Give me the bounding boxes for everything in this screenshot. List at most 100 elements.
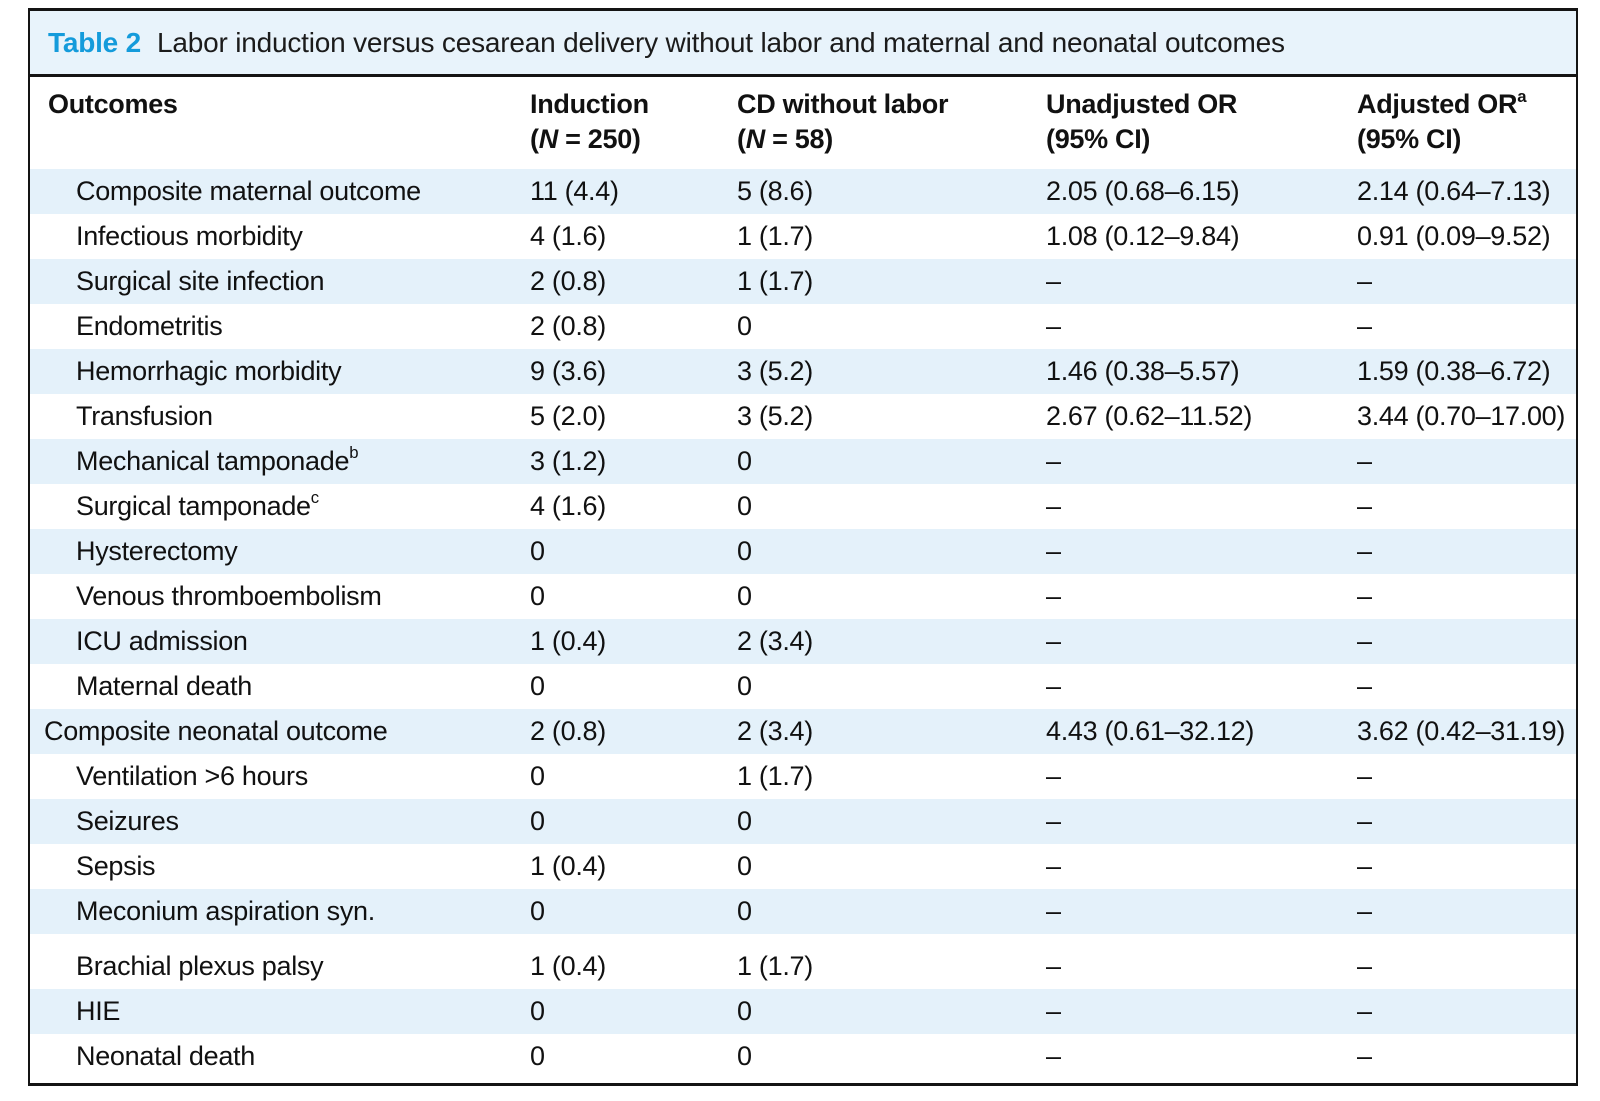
cell-induction: 0 [530, 806, 545, 836]
cell-outcome: Composite neonatal outcome [44, 716, 388, 746]
cell-induction: 0 [530, 536, 545, 566]
cell-unadjusted-or: – [1046, 446, 1061, 476]
cell-outcome: Meconium aspiration syn. [76, 896, 375, 926]
table-row: Composite maternal outcome 11 (4.4) 5 (8.6… [30, 169, 1576, 214]
cell-outcome: Venous thromboembolism [76, 581, 382, 611]
cell-unadjusted-or: 1.08 (0.12–9.84) [1046, 221, 1240, 251]
cell-unadjusted-or: – [1046, 851, 1061, 881]
cell-adjusted-or: – [1357, 626, 1372, 656]
cell-induction: 0 [530, 1041, 545, 1071]
table-row: Maternal death 0 0 – – [30, 664, 1576, 709]
table-row: Surgical site infection 2 (0.8) 1 (1.7) – – [30, 259, 1576, 304]
column-header: CD without labor (N = 58) [737, 89, 949, 154]
cell-unadjusted-or: – [1046, 536, 1061, 566]
table-row: Venous thromboembolism 0 0 – – [30, 574, 1576, 619]
cell-adjusted-or: – [1357, 851, 1372, 881]
cell-adjusted-or: 1.59 (0.38–6.72) [1357, 356, 1551, 386]
cell-outcome: Transfusion [76, 401, 213, 431]
cell-cd-without-labor: 0 [737, 996, 752, 1026]
table-title-bar: Table 2 Labor induction versus cesarean … [30, 11, 1576, 77]
cell-adjusted-or: – [1357, 996, 1372, 1026]
cell-outcome: HIE [76, 996, 121, 1026]
cell-outcome: Maternal death [76, 671, 252, 701]
cell-cd-without-labor: 3 (5.2) [737, 401, 813, 431]
cell-outcome: ICU admission [76, 626, 248, 656]
cell-induction: 4 (1.6) [530, 491, 606, 521]
table-row: Infectious morbidity 4 (1.6) 1 (1.7) 1.08 (… [30, 214, 1576, 259]
table-row: Transfusion 5 (2.0) 3 (5.2) 2.67 (0.62–11.5… [30, 394, 1576, 439]
table-row: Seizures 0 0 – – [30, 799, 1576, 844]
table-row: Composite neonatal outcome 2 (0.8) 2 (3.4)… [30, 709, 1576, 754]
header-row: Outcomes Induction (N = 250) CD without lab… [30, 77, 1576, 169]
cell-adjusted-or: 3.44 (0.70–17.00) [1357, 401, 1566, 431]
table-row: Sepsis 1 (0.4) 0 – – [30, 844, 1576, 889]
cell-cd-without-labor: 0 [737, 536, 752, 566]
cell-unadjusted-or: – [1046, 266, 1061, 296]
cell-unadjusted-or: – [1046, 896, 1061, 926]
table-row: Brachial plexus palsy 1 (0.4) 1 (1.7) – – [30, 944, 1576, 989]
cell-outcome: Brachial plexus palsy [76, 951, 324, 981]
table-row: ICU admission 1 (0.4) 2 (3.4) – – [30, 619, 1576, 664]
cell-induction: 4 (1.6) [530, 221, 606, 251]
cell-outcome: Composite maternal outcome [76, 176, 421, 206]
cell-outcome: Seizures [76, 806, 179, 836]
cell-unadjusted-or: 2.67 (0.62–11.52) [1046, 401, 1253, 431]
cell-induction: 5 (2.0) [530, 401, 606, 431]
table-row: Hemorrhagic morbidity 9 (3.6) 3 (5.2) 1.46 … [30, 349, 1576, 394]
cell-cd-without-labor: 0 [737, 896, 752, 926]
cell-induction: 2 (0.8) [530, 716, 606, 746]
cell-outcome: Ventilation >6 hours [76, 761, 308, 791]
cell-adjusted-or: – [1357, 761, 1372, 791]
cell-unadjusted-or: – [1046, 491, 1061, 521]
cell-adjusted-or: 3.62 (0.42–31.19) [1357, 716, 1566, 746]
cell-cd-without-labor: 0 [737, 671, 752, 701]
cell-outcome: Mechanical tamponadeb [76, 443, 359, 476]
column-header: Adjusted ORa (95% CI) [1357, 87, 1527, 154]
cell-cd-without-labor: 0 [737, 581, 752, 611]
cell-adjusted-or: – [1357, 951, 1372, 981]
cell-outcome: Infectious morbidity [76, 221, 303, 251]
cell-unadjusted-or: – [1046, 951, 1061, 981]
table-row: HIE 0 0 – – [30, 989, 1576, 1034]
cell-unadjusted-or: – [1046, 626, 1061, 656]
cell-unadjusted-or: – [1046, 996, 1061, 1026]
table-row: Surgical tamponadec 4 (1.6) 0 – – [30, 484, 1576, 529]
cell-induction: 2 (0.8) [530, 311, 606, 341]
cell-adjusted-or: – [1357, 266, 1372, 296]
table-caption: Labor induction versus cesarean delivery… [157, 26, 1285, 58]
table-2: Table 2 Labor induction versus cesarean … [28, 8, 1578, 1086]
cell-cd-without-labor: 0 [737, 1041, 752, 1071]
table-row: Mechanical tamponadeb 3 (1.2) 0 – – [30, 439, 1576, 484]
cell-induction: 0 [530, 996, 545, 1026]
cell-unadjusted-or: 2.05 (0.68–6.15) [1046, 176, 1240, 206]
cell-cd-without-labor: 0 [737, 491, 752, 521]
cell-adjusted-or: – [1357, 446, 1372, 476]
cell-outcome: Neonatal death [76, 1041, 255, 1071]
cell-adjusted-or: 0.91 (0.09–9.52) [1357, 221, 1551, 251]
cell-adjusted-or: – [1357, 581, 1372, 611]
cell-unadjusted-or: – [1046, 311, 1061, 341]
cell-induction: 3 (1.2) [530, 446, 606, 476]
cell-adjusted-or: – [1357, 491, 1372, 521]
cell-cd-without-labor: 1 (1.7) [737, 221, 813, 251]
column-header: Induction (N = 250) [530, 89, 649, 154]
cell-induction: 0 [530, 896, 545, 926]
table-row: Neonatal death 0 0 – – [30, 1034, 1576, 1079]
column-header: Outcomes [48, 89, 178, 119]
cell-adjusted-or: – [1357, 896, 1372, 926]
cell-induction: 9 (3.6) [530, 356, 606, 386]
table-row: Ventilation >6 hours 0 1 (1.7) – – [30, 754, 1576, 799]
table-row: Endometritis 2 (0.8) 0 – – [30, 304, 1576, 349]
cell-cd-without-labor: 0 [737, 851, 752, 881]
cell-outcome: Endometritis [76, 311, 223, 341]
cell-induction: 1 (0.4) [530, 951, 606, 981]
cell-cd-without-labor: 3 (5.2) [737, 356, 813, 386]
cell-cd-without-labor: 1 (1.7) [737, 761, 813, 791]
cell-induction: 0 [530, 581, 545, 611]
cell-cd-without-labor: 2 (3.4) [737, 716, 813, 746]
cell-cd-without-labor: 2 (3.4) [737, 626, 813, 656]
cell-induction: 2 (0.8) [530, 266, 606, 296]
cell-unadjusted-or: – [1046, 761, 1061, 791]
cell-adjusted-or: – [1357, 311, 1372, 341]
